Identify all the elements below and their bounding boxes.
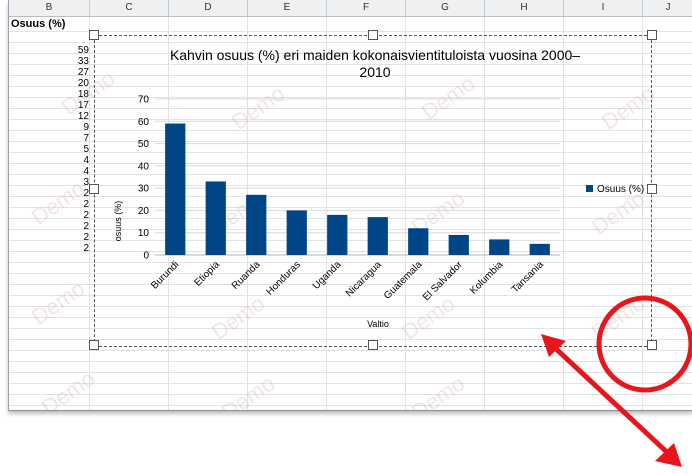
y-tick-label: 70 [138,95,150,106]
x-tick-label: Uganda [311,259,344,292]
cell-value[interactable]: 3 [83,177,89,188]
cell-value[interactable]: 17 [77,100,89,111]
x-tick-label: Burundi [149,259,181,291]
column-header-h[interactable]: H [485,0,564,16]
cell-value[interactable]: 5 [83,144,89,155]
cell-value[interactable]: 12 [77,111,89,122]
resize-handle-top-middle[interactable] [368,30,378,40]
x-tick-label: Guatemala [382,259,425,302]
cell-value[interactable]: 2 [83,243,89,254]
legend-swatch [586,185,593,192]
cell-grid[interactable] [9,17,692,410]
resize-handle-bottom-left[interactable] [89,340,99,350]
column-header-g[interactable]: G [406,0,485,16]
y-axis-label: osuus (%) [113,201,123,242]
y-tick-label: 50 [138,139,150,150]
bar-tansania [529,243,550,255]
chart-title-line-1: Kahvin osuus (%) eri maiden kokonaisvien… [170,47,580,63]
cell-osuus-header[interactable]: Osuus (%) [11,18,66,30]
cell-value[interactable]: 4 [83,166,89,177]
y-tick-label: 40 [138,161,150,172]
cell-value[interactable]: 2 [83,221,89,232]
legend-label: Osuus (%) [597,184,644,195]
bar-ruanda [246,194,267,255]
resize-handle-middle-right[interactable] [647,184,657,194]
cell-value[interactable]: 27 [77,67,89,78]
chart-object[interactable]: 0 10 20 30 40 50 60 70 Burundi Etiopia Ruanda Hond… [94,35,652,347]
x-tick-label: El Salvador [421,259,465,303]
cell-value[interactable]: 2 [83,210,89,221]
y-tick-label: 10 [138,228,150,239]
bar-kolumbia [489,239,510,255]
cell-value[interactable]: 2 [83,188,89,199]
y-tick-label: 30 [138,184,150,195]
column-header-bar: B C D E F G H I J [9,0,692,17]
chart-title-line-2: 2010 [359,64,390,80]
cell-value[interactable]: 59 [77,45,89,56]
bar-burundi [165,123,186,255]
resize-handle-bottom-middle[interactable] [368,340,378,350]
cell-value[interactable]: 2 [83,232,89,243]
resize-arrow-head-end [655,443,682,467]
bar-nicaragua [367,217,388,255]
bar-chart: 0 10 20 30 40 50 60 70 Burundi Etiopia Ruanda Hond… [113,47,644,329]
resize-handle-top-left[interactable] [89,30,99,40]
cell-value[interactable]: 4 [83,155,89,166]
x-tick-label: Etiopia [192,259,222,289]
x-tick-label: Tansania [510,259,546,295]
x-tick-label: Kolumbia [468,259,506,297]
column-header-i[interactable]: I [564,0,643,16]
bar-uganda [327,214,348,255]
column-header-c[interactable]: C [90,0,169,16]
y-tick-label: 0 [143,251,149,262]
cell-value[interactable]: 2 [83,199,89,210]
x-tick-label: Nicaragua [344,259,384,299]
cell-value[interactable]: 18 [77,89,89,100]
column-header-d[interactable]: D [169,0,248,16]
column-header-f[interactable]: F [327,0,406,16]
cell-value[interactable]: 20 [77,78,89,89]
x-tick-label: Ruanda [230,259,263,292]
column-header-b[interactable]: B [9,0,90,16]
x-axis-label: Valtio [367,319,389,329]
resize-handle-top-right[interactable] [647,30,657,40]
resize-handle-bottom-right[interactable] [647,340,657,350]
cell-value[interactable]: 9 [83,122,89,133]
column-header-j[interactable]: J [643,0,692,16]
bar-etiopia [205,181,226,255]
bar-el-salvador [448,234,469,255]
bar-honduras [286,210,307,255]
resize-handle-middle-left[interactable] [89,184,99,194]
column-header-e[interactable]: E [248,0,327,16]
x-tick-label: Honduras [264,259,302,297]
spreadsheet: B C D E F G H I J Osuus (%) 59 33 27 20 18 17… [8,0,692,411]
y-tick-label: 60 [138,117,150,128]
y-tick-label: 20 [138,206,150,217]
cell-value[interactable]: 33 [77,56,89,67]
cell-value[interactable]: 7 [83,133,89,144]
bar-guatemala [408,228,429,255]
